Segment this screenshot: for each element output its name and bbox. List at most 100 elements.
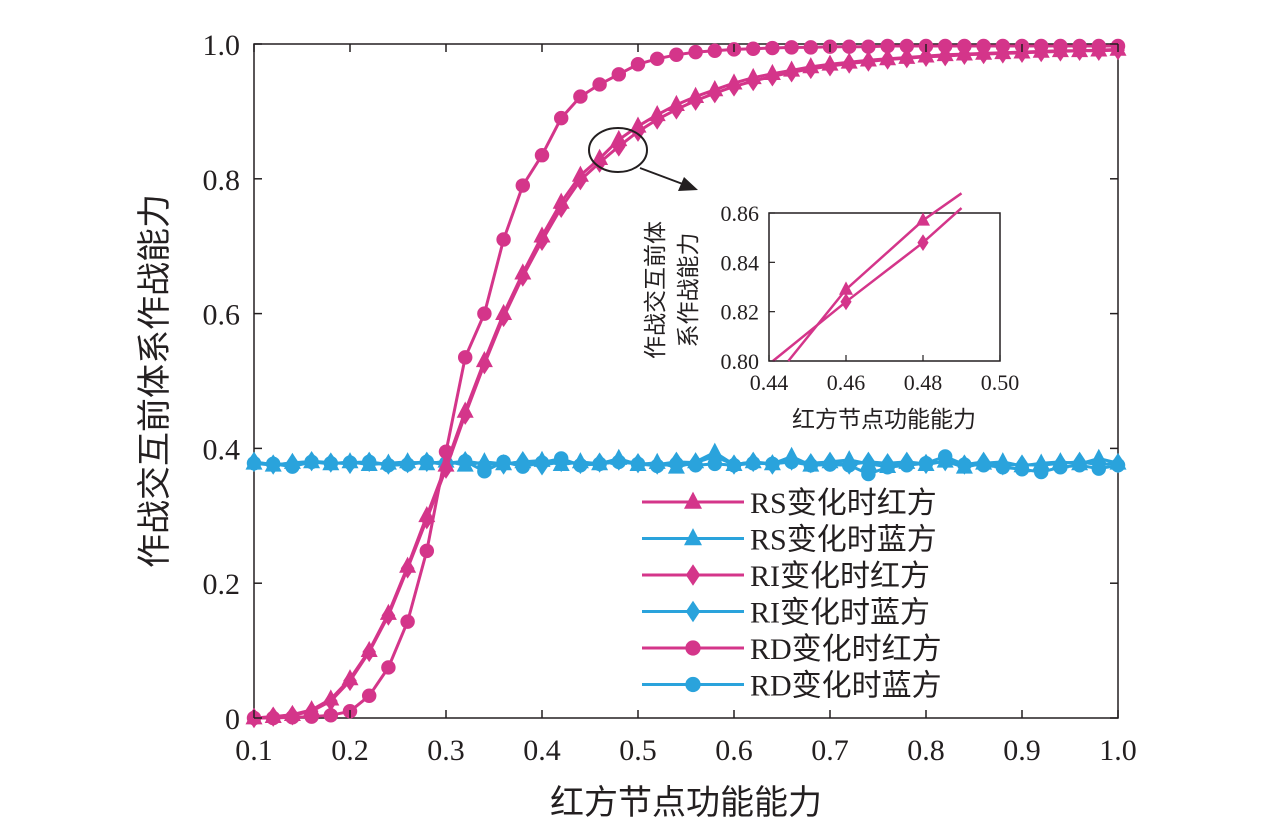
data-point bbox=[688, 458, 703, 473]
data-point bbox=[304, 709, 319, 724]
main-plot: 0.1 0.2 0.3 0.4 0.5 0.6 0.7 0.8 0.9 1.0 00.20.40.… bbox=[136, 29, 1137, 822]
data-point bbox=[343, 670, 357, 692]
inset-x-tick-label: 0.44 bbox=[750, 370, 789, 395]
data-point bbox=[553, 110, 569, 126]
data-point bbox=[1053, 38, 1068, 54]
data-point bbox=[649, 51, 665, 67]
data-point bbox=[707, 43, 723, 58]
legend-label: RS变化时红方 bbox=[750, 487, 937, 520]
data-point bbox=[323, 456, 339, 471]
data-point bbox=[631, 121, 645, 142]
y-tick-label: 1.0 bbox=[203, 29, 241, 62]
data-point bbox=[534, 147, 550, 163]
data-point bbox=[918, 456, 934, 471]
data-point bbox=[458, 404, 472, 425]
data-point bbox=[419, 454, 435, 470]
legend-swatch-marker bbox=[685, 600, 701, 623]
data-point bbox=[573, 169, 588, 191]
data-point bbox=[803, 40, 819, 55]
data-point bbox=[823, 56, 837, 77]
data-point bbox=[323, 708, 339, 723]
data-point bbox=[630, 56, 646, 72]
data-point bbox=[861, 39, 876, 54]
y-tick-label: 0.6 bbox=[203, 299, 241, 332]
legend-label: RI变化时蓝方 bbox=[750, 597, 930, 630]
data-point bbox=[1014, 462, 1030, 477]
data-point bbox=[822, 457, 838, 472]
y-axis-title: 作战交互前体系作战能力 bbox=[136, 194, 174, 568]
main-plot-frame bbox=[253, 43, 1119, 719]
data-point bbox=[688, 44, 703, 60]
data-point bbox=[400, 457, 415, 472]
zoom-callout bbox=[588, 127, 698, 191]
inset-y-tick-label: 0.86 bbox=[721, 201, 760, 226]
data-point bbox=[784, 454, 799, 470]
data-point bbox=[899, 38, 915, 54]
data-point bbox=[765, 66, 780, 87]
data-point bbox=[592, 77, 607, 92]
inset-plot-frame bbox=[768, 212, 1001, 362]
data-point bbox=[438, 444, 454, 459]
y-tick-label: 0.8 bbox=[203, 164, 241, 197]
series-line bbox=[254, 44, 1118, 720]
data-point bbox=[803, 458, 819, 473]
data-point bbox=[612, 136, 626, 157]
inset-plot: 0.44 0.46 0.48 0.50 0.80 0.82 0.84 0.86 红方节点功能… bbox=[643, 192, 1019, 432]
data-point bbox=[708, 83, 722, 104]
data-point bbox=[1091, 38, 1107, 54]
data-point bbox=[361, 688, 377, 703]
inset-y-tick-label: 0.82 bbox=[721, 300, 760, 325]
x-tick-label: 0.2 bbox=[331, 734, 369, 767]
data-point bbox=[285, 710, 300, 725]
x-tick-label: 0.3 bbox=[427, 734, 465, 767]
data-point bbox=[477, 353, 492, 375]
data-point bbox=[381, 458, 396, 473]
inset-x-tick-label: 0.48 bbox=[904, 370, 943, 395]
inset-y-tick-label: 0.80 bbox=[721, 349, 760, 374]
legend-item-3: RI变化时红方 bbox=[642, 560, 930, 593]
data-point bbox=[880, 38, 895, 54]
x-tick-label: 0.5 bbox=[619, 734, 657, 767]
data-point bbox=[573, 458, 588, 473]
series-line bbox=[253, 455, 1119, 476]
data-point bbox=[535, 230, 549, 252]
data-point bbox=[861, 451, 876, 473]
data-point bbox=[669, 456, 684, 472]
data-point bbox=[381, 605, 396, 626]
data-point bbox=[1033, 464, 1049, 480]
data-point bbox=[804, 58, 818, 80]
y-tick-label: 0 bbox=[225, 703, 240, 736]
data-point bbox=[861, 466, 876, 482]
data-point bbox=[573, 89, 588, 104]
legend-swatch-marker bbox=[685, 640, 701, 656]
data-point bbox=[842, 53, 856, 74]
data-point bbox=[342, 455, 358, 470]
inset-x-axis-title: 红方节点功能能力 bbox=[792, 407, 976, 432]
data-point bbox=[554, 197, 568, 218]
data-point bbox=[362, 641, 376, 663]
data-point bbox=[765, 456, 780, 472]
data-point bbox=[419, 543, 435, 559]
data-point bbox=[400, 558, 415, 579]
data-point bbox=[496, 306, 511, 328]
data-point bbox=[937, 449, 953, 464]
data-point bbox=[899, 458, 915, 473]
data-point bbox=[841, 39, 857, 54]
x-tick-label: 0.1 bbox=[235, 734, 273, 767]
data-point bbox=[650, 109, 664, 130]
data-point bbox=[611, 454, 627, 470]
data-point bbox=[420, 508, 434, 530]
data-point bbox=[1072, 38, 1087, 54]
data-point bbox=[516, 266, 530, 287]
data-point bbox=[285, 459, 300, 474]
inset-x-ticks: 0.44 0.46 0.48 0.50 bbox=[750, 355, 1019, 395]
data-point bbox=[745, 41, 761, 56]
data-point bbox=[976, 38, 991, 54]
inset-data-point bbox=[917, 234, 929, 251]
legend-label: RS变化时蓝方 bbox=[750, 524, 937, 557]
x-tick-label: 0.9 bbox=[1003, 734, 1041, 767]
inset-y-tick-label: 0.84 bbox=[721, 250, 760, 275]
data-point bbox=[669, 47, 684, 63]
data-point bbox=[265, 710, 281, 726]
data-point bbox=[1072, 458, 1087, 473]
